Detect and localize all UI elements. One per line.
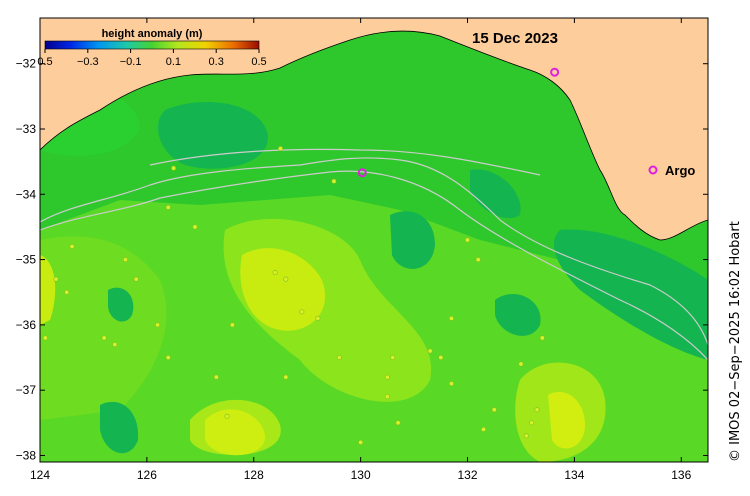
lon-tick-label: 132 xyxy=(458,468,478,482)
lon-tick-label: 124 xyxy=(30,468,50,482)
anomaly-region-west-high xyxy=(40,255,56,325)
lon-tick-label: 130 xyxy=(351,468,371,482)
anomaly-region-low-3 xyxy=(495,294,541,336)
observation-dot xyxy=(390,355,396,361)
colorbar-tick-label: 0.5 xyxy=(251,56,266,68)
colorbar-tick-label: −0.1 xyxy=(120,56,142,68)
colorbar-title: height anomaly (m) xyxy=(102,28,203,40)
observation-dot xyxy=(53,276,59,282)
colorbar-tick-label: 0.1 xyxy=(166,56,181,68)
observation-dot xyxy=(491,407,497,413)
observation-dot xyxy=(448,381,454,387)
colorbar-tick-label: −0.3 xyxy=(77,56,99,68)
observation-dot xyxy=(101,335,107,341)
colorbar-ticks: 0.5 −0.3 −0.1 0.1 0.3 0.5 xyxy=(37,49,267,68)
bathymetry-contours xyxy=(40,148,708,361)
anomaly-region-low-4 xyxy=(108,287,134,322)
anomaly-region-low-1 xyxy=(390,211,435,269)
colorbar-tick-label: 0.3 xyxy=(209,56,224,68)
observation-dot xyxy=(481,426,487,432)
observation-dot xyxy=(133,276,139,282)
lat-tick-label: −38 xyxy=(16,448,37,462)
anomaly-region-low-2 xyxy=(470,169,521,219)
colorbar-tick-label: 0.5 xyxy=(37,56,52,68)
anomaly-region-southeast-high xyxy=(548,391,585,449)
anomaly-region-low-5 xyxy=(100,401,139,454)
observation-dot xyxy=(315,315,321,321)
observation-dot xyxy=(213,374,219,380)
argo-legend-marker xyxy=(648,165,658,175)
lat-tick-label: −33 xyxy=(16,122,37,136)
observation-dot xyxy=(272,270,278,276)
observation-dot xyxy=(331,178,337,184)
observation-dot xyxy=(384,374,390,380)
observation-dot xyxy=(165,204,171,210)
plot-frame xyxy=(39,17,709,463)
observation-dot xyxy=(539,335,545,341)
contour-shelf-break xyxy=(40,157,708,346)
observation-dot xyxy=(299,309,305,315)
lat-tick-label: −34 xyxy=(16,187,37,201)
contour-slope xyxy=(40,170,708,361)
observation-points xyxy=(42,146,545,445)
observation-dot xyxy=(165,355,171,361)
observation-dot xyxy=(192,224,198,230)
copyright-credit: © IMOS 02−Sep−2025 16:02 Hobart xyxy=(728,221,743,462)
observation-dot xyxy=(277,146,283,152)
observation-dot xyxy=(123,257,129,263)
observation-dot xyxy=(69,244,75,250)
observation-dot xyxy=(475,257,481,263)
argo-legend-label: Argo xyxy=(665,163,695,178)
observation-dot xyxy=(358,439,364,445)
observation-dot xyxy=(155,322,161,328)
observation-dot xyxy=(427,348,433,354)
date-title: 15 Dec 2023 xyxy=(472,30,558,47)
lon-tick-label: 134 xyxy=(564,468,584,482)
latitude-axis: −32 −33 −34 −35 −36 −37 −38 xyxy=(16,57,708,462)
observation-dot xyxy=(518,361,524,367)
lat-tick-label: −32 xyxy=(16,57,37,71)
plot-area xyxy=(40,18,708,462)
colorbar-gradient xyxy=(44,40,260,50)
lon-tick-label: 136 xyxy=(671,468,691,482)
lat-tick-label: −36 xyxy=(16,318,37,332)
anomaly-region-central-high xyxy=(240,248,326,331)
observation-dot xyxy=(534,407,540,413)
observation-dot xyxy=(224,413,230,419)
lat-tick-label: −37 xyxy=(16,383,37,397)
argo-float-marker xyxy=(357,168,367,178)
observation-dot xyxy=(283,276,289,282)
argo-legend: Argo xyxy=(648,163,695,178)
argo-floats xyxy=(357,67,560,178)
observation-dot xyxy=(283,374,289,380)
lat-tick-label: −35 xyxy=(16,253,37,267)
anomaly-region-west xyxy=(40,236,167,420)
anomaly-field xyxy=(40,87,708,462)
observation-dot xyxy=(171,165,177,171)
observation-dot xyxy=(64,289,70,295)
longitude-axis: 124 126 128 130 132 134 136 xyxy=(30,18,692,482)
land-mass xyxy=(40,18,708,240)
observation-dot xyxy=(523,433,529,439)
contour-upper-shelf xyxy=(149,148,541,176)
observation-dot xyxy=(448,315,454,321)
observation-dot xyxy=(336,355,342,361)
observation-dot xyxy=(465,237,471,243)
colorbar: height anomaly (m) 0.5 −0.3 −0.1 0.1 0.3 0.5 xyxy=(37,28,266,68)
observation-dot xyxy=(438,355,444,361)
observation-dot xyxy=(112,341,118,347)
anomaly-region-south-high xyxy=(205,409,266,456)
observation-dot xyxy=(529,420,535,426)
argo-float-marker xyxy=(550,67,560,77)
observation-dot xyxy=(229,322,235,328)
observation-dot xyxy=(384,394,390,400)
coastline xyxy=(40,30,708,241)
observation-dot xyxy=(42,335,48,341)
lon-tick-label: 126 xyxy=(137,468,157,482)
observation-dot xyxy=(395,420,401,426)
lon-tick-label: 128 xyxy=(244,468,264,482)
